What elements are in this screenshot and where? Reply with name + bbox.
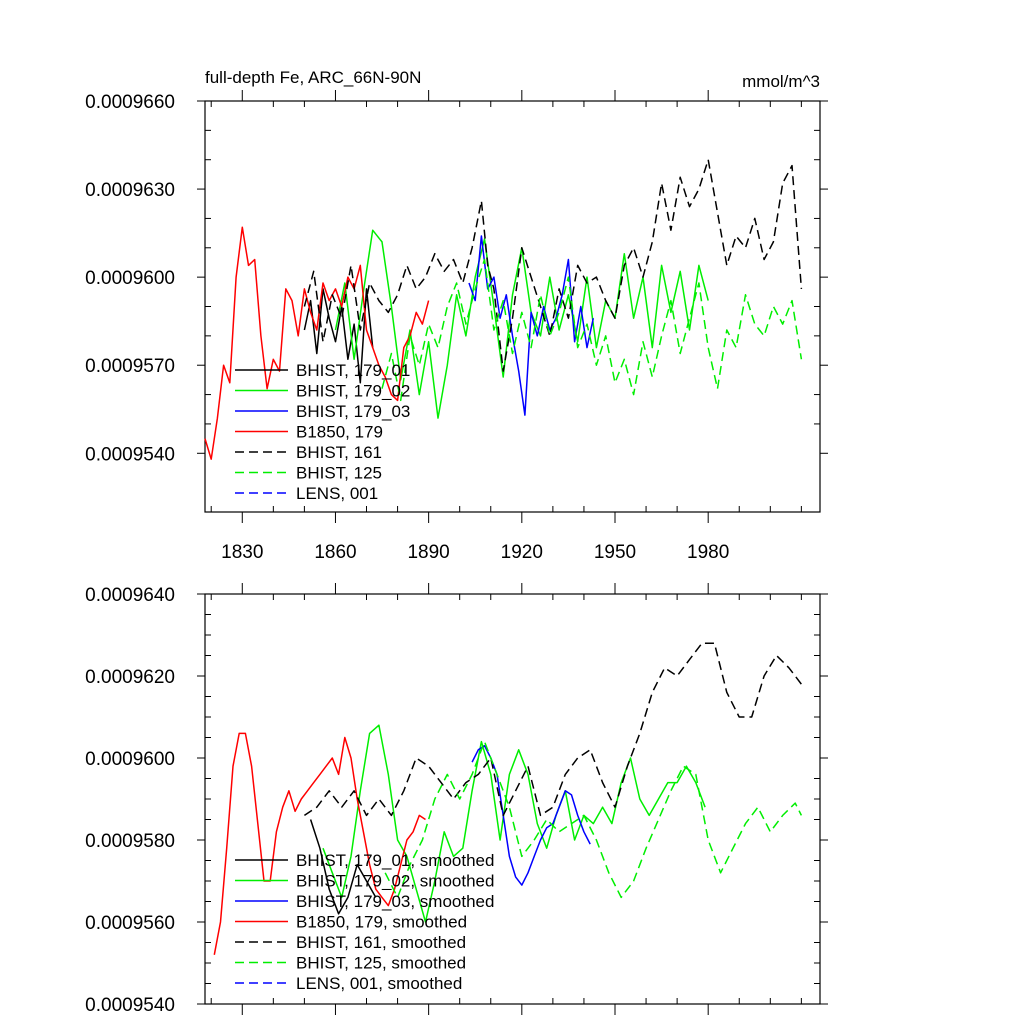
chart-title: full-depth Fe, ARC_66N-90N: [205, 68, 421, 87]
series-line-3: [213, 732, 426, 955]
legend-label: BHIST, 125, smoothed: [296, 954, 466, 973]
x-tick-label: 1860: [314, 542, 356, 563]
legend-label: BHIST, 179_03: [296, 402, 410, 421]
legend-label: BHIST, 179_01: [296, 361, 410, 380]
series-line-0: [303, 288, 374, 384]
legend-label: BHIST, 179_02, smoothed: [296, 872, 494, 891]
y-tick-label: 0.0009570: [85, 356, 175, 377]
legend-label: BHIST, 161, smoothed: [296, 933, 466, 952]
legend-label: B1850, 179, smoothed: [296, 913, 467, 932]
units-label: mmol/m^3: [742, 72, 820, 91]
x-tick-label: 1890: [407, 542, 449, 563]
series-line-2: [468, 235, 595, 416]
y-tick-label: 0.0009580: [85, 831, 175, 852]
x-tick-label: 1950: [594, 542, 636, 563]
series-line-5: [384, 740, 803, 899]
legend-label: BHIST, 179_03, smoothed: [296, 892, 494, 911]
y-tick-label: 0.0009540: [85, 995, 175, 1016]
legend-label: LENS, 001: [296, 484, 378, 503]
series-line-3: [204, 226, 430, 460]
x-tick-label: 1980: [687, 542, 729, 563]
y-tick-label: 0.0009600: [85, 749, 175, 770]
y-tick-label: 0.0009660: [85, 92, 175, 113]
x-tick-label: 1920: [501, 542, 543, 563]
legend-label: BHIST, 125: [296, 464, 382, 483]
y-tick-label: 0.0009640: [85, 585, 175, 606]
y-tick-label: 0.0009620: [85, 667, 175, 688]
y-tick-label: 0.0009630: [85, 180, 175, 201]
legend-label: BHIST, 179_02: [296, 382, 410, 401]
legend-label: B1850, 179: [296, 423, 383, 442]
y-tick-label: 0.0009560: [85, 913, 175, 934]
y-tick-label: 0.0009600: [85, 268, 175, 289]
series-line-1: [322, 724, 706, 923]
legend-label: BHIST, 161: [296, 443, 382, 462]
panel-raw-timeseries: full-depth Fe, ARC_66N-90N mmol/m^3 1830…: [85, 68, 828, 563]
x-tick-label: 1830: [221, 542, 263, 563]
series-line-5: [381, 258, 803, 402]
series-line-4: [303, 158, 803, 372]
panel-smoothed-timeseries: 0.0009540 0.0009560 0.0009580 0.0009600 0.00…: [85, 583, 828, 1016]
y-tick-label: 0.0009540: [85, 444, 175, 465]
series-line-0: [309, 819, 377, 915]
legend-label: BHIST, 179_01, smoothed: [296, 851, 494, 870]
legend-label: LENS, 001, smoothed: [296, 974, 462, 993]
